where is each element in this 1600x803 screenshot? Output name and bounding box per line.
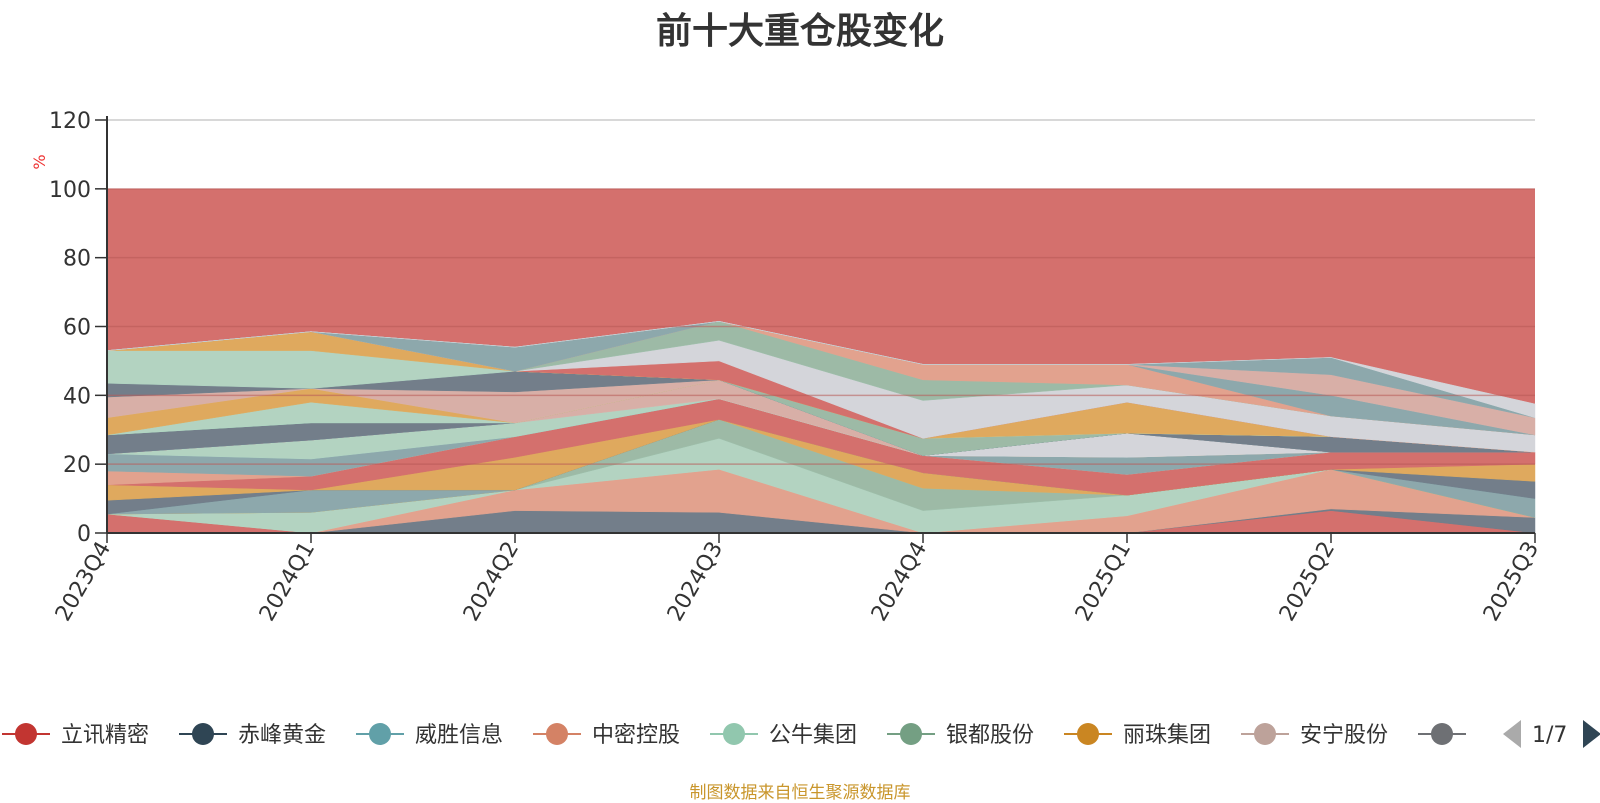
legend-next-page-icon[interactable] (1583, 720, 1600, 748)
y-tick-label: 100 (49, 178, 91, 203)
legend-marker-icon (723, 723, 745, 745)
chart-title: 前十大重仓股变化 (655, 11, 944, 52)
legend-label: 丽珠集团 (1123, 723, 1211, 748)
source-note: 制图数据来自恒生聚源数据库 (689, 783, 911, 803)
x-tick-label: 2024Q2 (459, 538, 524, 626)
legend-marker-icon (1077, 723, 1099, 745)
legend-marker-icon (546, 723, 568, 745)
legend-item[interactable]: 立讯精密 (2, 723, 149, 748)
legend-item[interactable]: 赤峰黄金 (179, 723, 326, 748)
x-tick-label: 2025Q3 (1479, 538, 1544, 626)
x-tick-label: 2025Q2 (1275, 538, 1340, 626)
legend-page-indicator: 1/7 (1532, 723, 1567, 748)
legend-label: 安宁股份 (1300, 723, 1388, 748)
x-tick-label: 2024Q4 (867, 538, 932, 626)
legend-marker-icon (1431, 723, 1453, 745)
legend-label: 银都股份 (946, 723, 1034, 748)
y-tick-label: 60 (63, 316, 91, 341)
legend-item[interactable]: 中密控股 (533, 723, 680, 748)
legend-item[interactable]: 威胜信息 (356, 723, 503, 748)
area-band-32 (106, 321, 1536, 419)
legend-label: 威胜信息 (415, 723, 503, 748)
legend-item[interactable]: 银都股份 (887, 723, 1034, 748)
y-tick-label: 120 (49, 109, 91, 134)
y-tick-label: 20 (63, 453, 91, 478)
legend-marker-icon (192, 723, 214, 745)
legend-prev-page-icon[interactable] (1503, 720, 1521, 748)
legend-item[interactable]: 丽珠集团 (1064, 723, 1211, 748)
y-tick-label: 80 (63, 247, 91, 272)
legend[interactable]: 立讯精密 赤峰黄金 威胜信息 中密控股 公牛集团 银都股份 丽珠集团 安宁股份 1/7 (2, 720, 1600, 748)
legend-item[interactable]: 安宁股份 (1241, 723, 1388, 748)
x-tick-label: 2025Q1 (1071, 538, 1136, 626)
y-tick-label: 0 (77, 522, 91, 547)
x-tick-label: 2024Q3 (663, 538, 728, 626)
area-series-layer (106, 321, 1536, 534)
legend-label: 赤峰黄金 (238, 723, 326, 748)
legend-label: 立讯精密 (61, 723, 149, 748)
legend-marker-icon (1254, 723, 1276, 745)
x-tick-label: 2023Q4 (51, 538, 116, 626)
legend-label: 中密控股 (592, 723, 680, 748)
y-tick-label: 40 (63, 384, 91, 409)
y-axis-label: % (30, 154, 49, 169)
legend-item[interactable]: 公牛集团 (710, 723, 857, 748)
legend-label: 公牛集团 (769, 723, 857, 748)
legend-item[interactable] (1418, 723, 1466, 745)
legend-marker-icon (15, 723, 37, 745)
legend-marker-icon (900, 723, 922, 745)
legend-marker-icon (369, 723, 391, 745)
x-tick-label: 2024Q1 (255, 538, 320, 626)
